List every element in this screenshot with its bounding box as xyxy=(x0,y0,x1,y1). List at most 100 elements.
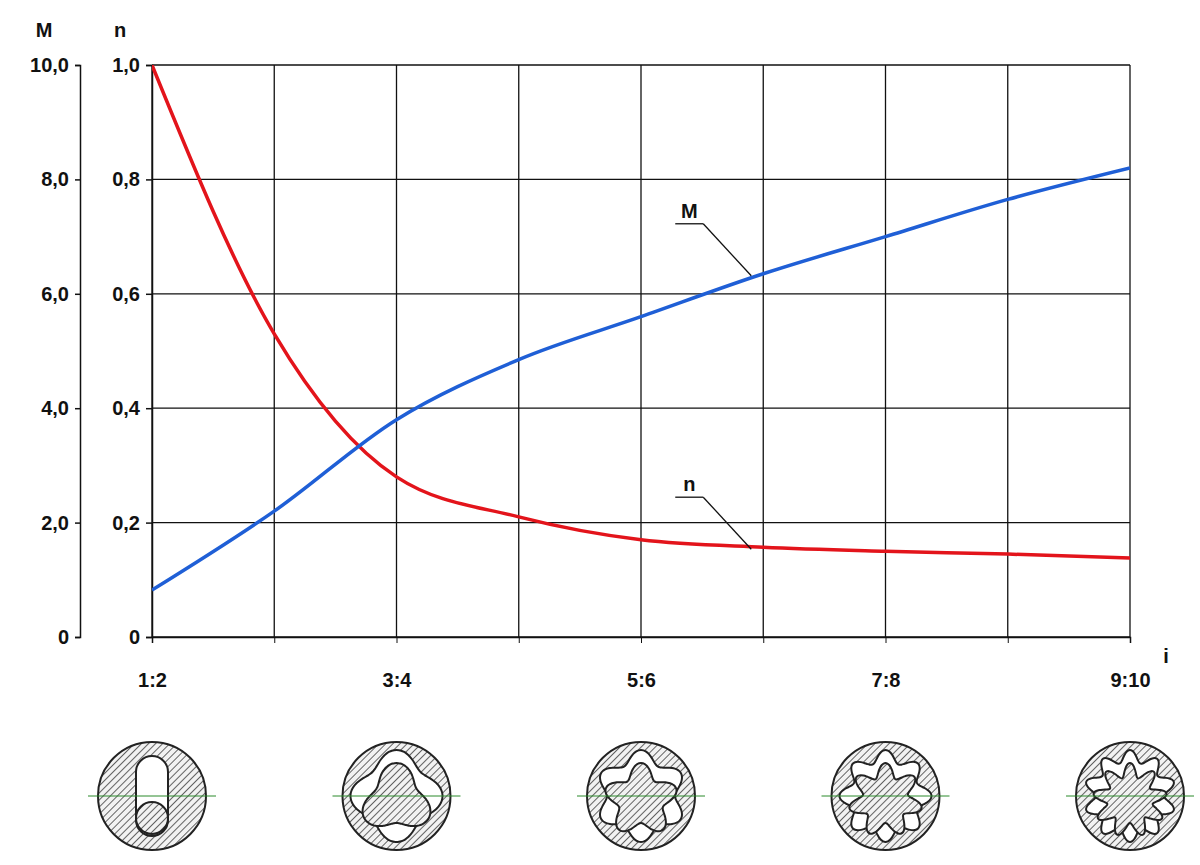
center-line xyxy=(822,796,950,797)
center-line xyxy=(333,796,461,797)
axis-line xyxy=(153,638,1131,644)
tick-label: 6,0 xyxy=(41,283,69,305)
tick: 10,0 xyxy=(30,54,80,76)
tick-label: 9:10 xyxy=(1110,669,1150,691)
tick: 2,0 xyxy=(41,511,80,533)
tick-mark xyxy=(1008,637,1009,643)
leader-line xyxy=(703,497,751,549)
tick: 0 xyxy=(129,626,152,648)
y2-axis: 0 2,0 4,0 6,0 8,0 10,0 xyxy=(30,54,80,648)
axis-line xyxy=(75,66,81,638)
center-line xyxy=(577,796,705,797)
tick: 0,6 xyxy=(112,283,152,305)
tick: 0,2 xyxy=(112,511,152,533)
grid xyxy=(152,65,1130,637)
line xyxy=(152,168,1130,590)
rotor-section xyxy=(1066,742,1194,850)
rotor xyxy=(605,763,676,831)
tick: 9:10 xyxy=(1110,637,1150,691)
tick-mark xyxy=(146,294,152,296)
tick-label: 2,0 xyxy=(41,511,69,533)
center-line xyxy=(1066,796,1194,797)
tick-label: 0,4 xyxy=(112,397,141,419)
tick-mark xyxy=(152,637,153,643)
tick: 6,0 xyxy=(41,283,80,305)
illustrations xyxy=(88,742,1194,850)
tick-mark xyxy=(146,637,152,639)
y-axis: 0 0,2 0,4 0,6 0,8 1,0 xyxy=(112,54,152,648)
series-label: n xyxy=(683,473,695,495)
rotor-section xyxy=(333,742,461,850)
leader-line xyxy=(675,497,703,498)
tick-label: 0,2 xyxy=(112,511,140,533)
center-line xyxy=(88,796,216,797)
tick-label: 1,0 xyxy=(112,54,140,76)
rotor-section xyxy=(88,742,216,850)
tick-mark xyxy=(75,408,80,410)
tick-label: 5:6 xyxy=(627,669,656,691)
rotor xyxy=(136,802,168,834)
tick-mark xyxy=(1130,637,1131,643)
tick-mark xyxy=(146,179,152,181)
grid-line xyxy=(1007,65,1008,637)
axis-title: i xyxy=(1163,645,1169,667)
tick-label: 3:4 xyxy=(383,669,413,691)
axis-line xyxy=(146,66,153,638)
rotor-section xyxy=(822,742,950,850)
tick-mark xyxy=(75,522,80,524)
line xyxy=(152,65,1130,558)
tick-label: 0,6 xyxy=(112,283,140,305)
tick-label: 0,8 xyxy=(112,168,140,190)
tick-mark xyxy=(75,65,80,67)
tick-label: 8,0 xyxy=(41,168,69,190)
tick: 8,0 xyxy=(41,168,80,190)
tick-mark xyxy=(886,637,887,643)
tick xyxy=(763,637,764,643)
tick xyxy=(274,637,275,643)
tick-mark xyxy=(75,637,80,639)
tick: 0,4 xyxy=(112,397,152,419)
tick: 3:4 xyxy=(383,637,413,691)
tick: 7:8 xyxy=(872,637,901,691)
tick-mark xyxy=(763,637,764,643)
tick-mark xyxy=(519,637,520,643)
tick-mark xyxy=(146,522,152,524)
tick-label: 7:8 xyxy=(872,669,901,691)
grid-line xyxy=(518,65,519,637)
tick-mark xyxy=(146,408,152,410)
grid-line xyxy=(1129,65,1130,637)
rotor xyxy=(1094,763,1167,835)
rotor-section xyxy=(577,742,705,850)
grid-line xyxy=(640,65,641,637)
tick: 1:2 xyxy=(138,637,167,691)
grid-line xyxy=(274,65,275,637)
tick xyxy=(519,637,520,643)
tick xyxy=(1008,637,1009,643)
tick-label: 4,0 xyxy=(41,397,69,419)
tick-label: 0 xyxy=(58,626,69,648)
tick: 4,0 xyxy=(41,397,80,419)
leader-line xyxy=(675,223,703,224)
leader-line xyxy=(703,224,751,276)
axis-title: M xyxy=(36,19,53,41)
tick-mark xyxy=(146,65,152,67)
grid-line xyxy=(396,65,397,637)
tick: 5:6 xyxy=(627,637,656,691)
axis-title: n xyxy=(114,19,126,41)
tick-mark xyxy=(641,637,642,643)
series-label: M xyxy=(681,200,698,222)
tick-label: 0 xyxy=(129,626,140,648)
tick: 1,0 xyxy=(112,54,152,76)
grid-line xyxy=(763,65,764,637)
tick-label: 1:2 xyxy=(138,669,167,691)
tick: 0,8 xyxy=(112,168,152,190)
tick-mark xyxy=(75,179,80,181)
tick-mark xyxy=(75,294,80,296)
tick-mark xyxy=(274,637,275,643)
tick: 0 xyxy=(58,626,80,648)
rotor xyxy=(363,763,431,826)
tick-label: 10,0 xyxy=(30,54,69,76)
x-axis: 1:2 3:4 5:6 7:8 9:10 xyxy=(138,637,1150,691)
lines xyxy=(152,65,1130,590)
rotor xyxy=(849,763,921,834)
